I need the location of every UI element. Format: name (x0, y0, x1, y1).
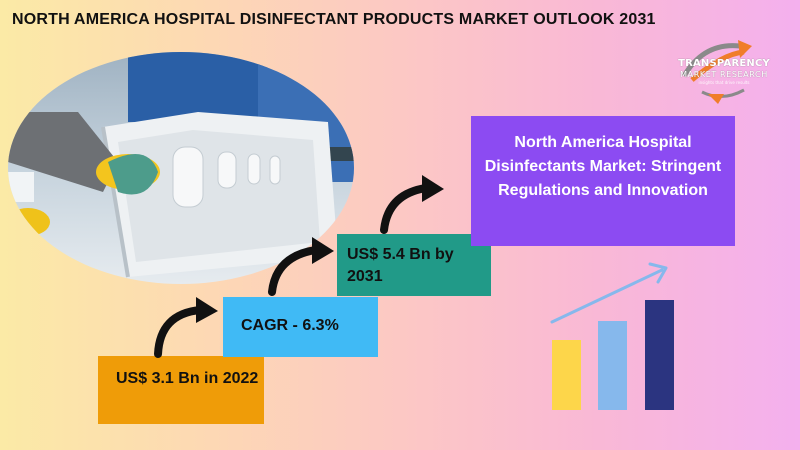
logo-line-1: TRANSPARENCY (678, 58, 770, 69)
growth-bar-small (552, 340, 581, 410)
value-2031-box: US$ 5.4 Bn by 2031 (337, 234, 491, 296)
growth-chart-icon (550, 262, 674, 410)
cagr-box: CAGR - 6.3% (223, 297, 378, 357)
growth-bar-medium (598, 321, 627, 410)
growth-bar-large (645, 300, 674, 410)
logo-line-2: MARKET RESEARCH (680, 70, 768, 79)
curved-arrow-icon (380, 175, 444, 234)
curved-arrow-icon (154, 297, 218, 358)
headline-box: North America Hospital Disinfectants Mar… (471, 116, 735, 246)
trend-arrow (550, 268, 664, 324)
logo-tagline: insights that drive results (698, 80, 750, 85)
hospital-bed-photo (8, 52, 354, 284)
value-2022-box: US$ 3.1 Bn in 2022 (98, 356, 264, 424)
page-title: NORTH AMERICA HOSPITAL DISINFECTANT PROD… (12, 11, 656, 28)
arrow-swoosh-icon (681, 40, 752, 104)
company-logo: TRANSPARENCY MARKET RESEARCH insights th… (676, 58, 772, 85)
